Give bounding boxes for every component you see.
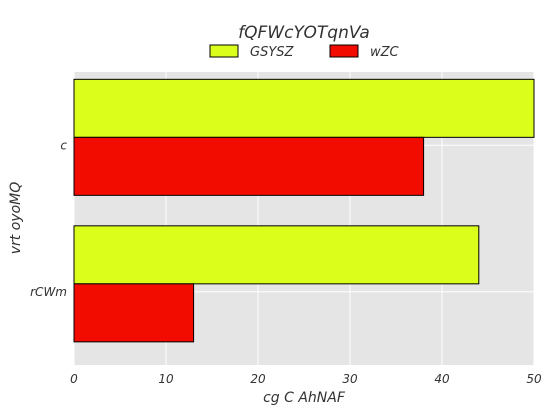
x-axis-ticks: 0 10 20 30 40 50 — [70, 372, 542, 386]
x-axis-label: cg C AhNAF — [263, 390, 346, 406]
x-tick-label: 10 — [158, 372, 174, 386]
legend-swatch-GSYSZ — [209, 44, 239, 58]
x-tick-label: 20 — [250, 372, 266, 386]
legend: GSYSZ wZC — [209, 44, 400, 60]
chart-title: fQFWcYOTqnVa — [238, 23, 370, 43]
legend-swatch-wZC — [329, 44, 359, 58]
bar-GSYSZ-c — [73, 78, 535, 138]
y-tick-label: rCWm — [30, 285, 67, 299]
y-axis-label: vrt oyoMQ — [8, 182, 24, 255]
x-tick-label: 50 — [526, 372, 542, 386]
legend-label-GSYSZ: GSYSZ — [250, 45, 295, 60]
legend-label-wZC: wZC — [370, 45, 400, 60]
x-tick-label: 40 — [434, 372, 450, 386]
bars — [73, 78, 535, 343]
bar-GSYSZ-rCWm — [73, 225, 480, 285]
y-axis-ticks: c rCWm — [30, 138, 67, 299]
y-tick-label: c — [60, 138, 67, 152]
bar-wZC-rCWm — [73, 283, 195, 343]
x-tick-label: 30 — [342, 372, 358, 386]
bar-wZC-c — [73, 136, 425, 196]
x-tick-label: 0 — [70, 372, 78, 386]
